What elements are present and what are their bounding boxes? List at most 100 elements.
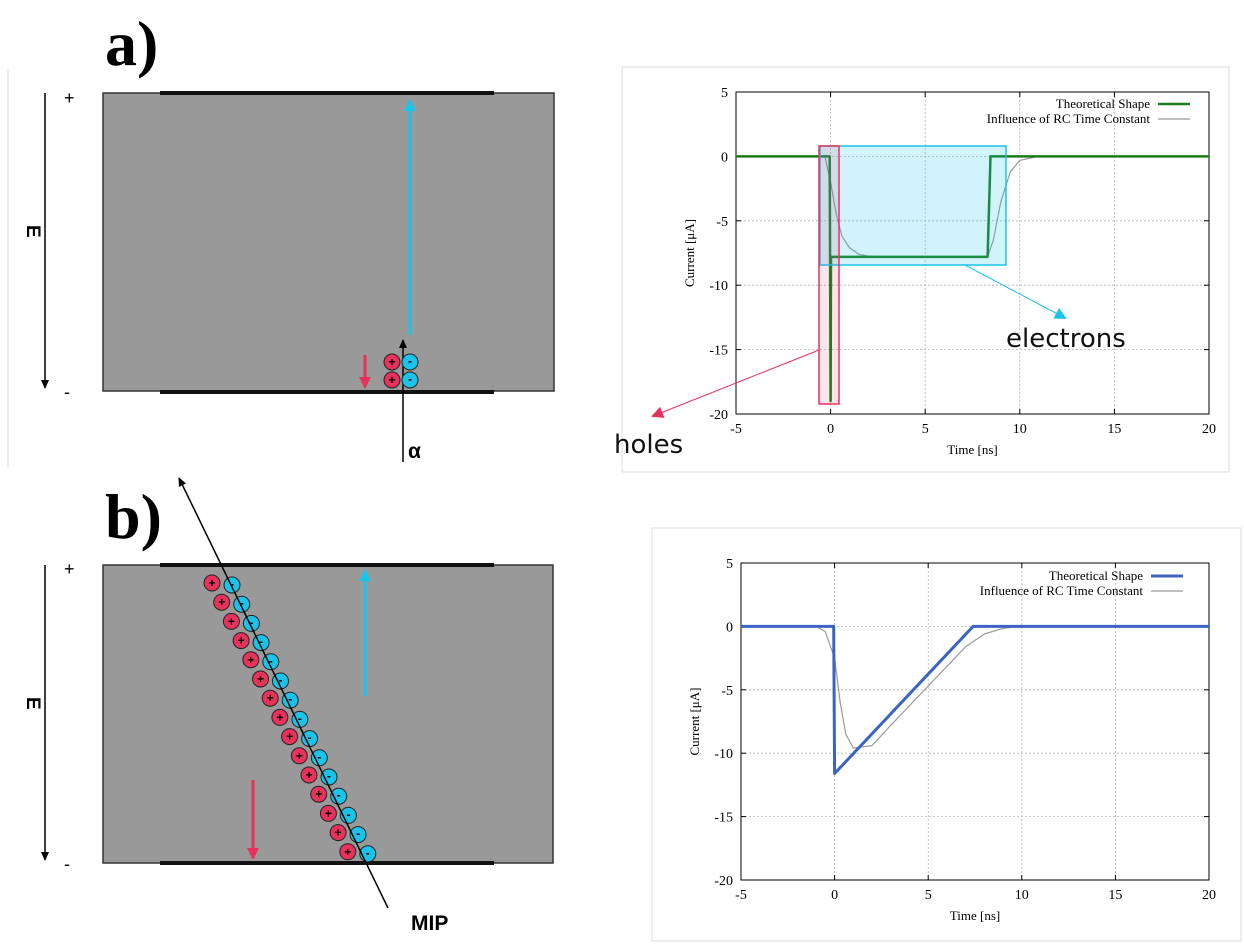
y-tick-label: -10 <box>709 279 728 294</box>
y-tick-label: -5 <box>716 215 728 230</box>
y-tick-label: 5 <box>721 86 728 101</box>
y-tick-label: -20 <box>709 408 728 423</box>
svg-text:+: + <box>388 373 395 387</box>
electron-sign: - <box>288 692 292 706</box>
y-tick-label: -10 <box>714 747 733 762</box>
hole-charge <box>310 785 328 803</box>
bottom-sign-b: - <box>64 854 70 874</box>
hole-charge <box>329 824 347 842</box>
hole-charge <box>271 708 289 726</box>
top-sign-b: + <box>64 559 75 579</box>
series-rc-line <box>741 625 1209 749</box>
x-tick-label: 15 <box>1107 422 1121 437</box>
hole-charge <box>232 632 250 650</box>
hole-region-box <box>818 145 840 405</box>
y-axis-label: Current [μA] <box>687 688 702 756</box>
holes-label: holes <box>614 430 683 460</box>
electron-charge <box>330 787 348 805</box>
x-tick-label: 0 <box>831 888 838 903</box>
bottom-sign-a: - <box>64 382 70 402</box>
plot-area <box>735 91 1210 415</box>
mip-track-b <box>178 477 389 909</box>
hole-sign: + <box>257 672 264 686</box>
x-tick-label: 20 <box>1202 888 1216 903</box>
hole-sign: + <box>218 595 225 609</box>
hole-sign: + <box>247 653 254 667</box>
legend-label: Influence of RC Time Constant <box>980 583 1144 598</box>
y-axis-label: Current [μA] <box>682 219 697 287</box>
x-tick-label: -5 <box>730 422 742 437</box>
x-tick-label: 0 <box>827 422 834 437</box>
panel-a: a) + - E α + + - - <box>7 8 555 468</box>
y-tick-label: 0 <box>726 620 733 635</box>
plot-area <box>740 562 1210 881</box>
electron-sign: - <box>337 788 341 802</box>
hole-sign: + <box>238 634 245 648</box>
panel-a-label: a) <box>105 8 158 79</box>
electron-sign: - <box>249 615 253 629</box>
x-tick-label: 5 <box>925 888 932 903</box>
y-tick-label: -20 <box>714 874 733 889</box>
hole-sign: + <box>208 576 215 590</box>
panel-b: b) + - E -+-+-+-+-+-+-+-+-+-+-+-+-+-+-+ … <box>22 477 554 935</box>
hole-charge <box>213 593 231 611</box>
legend-label: Influence of RC Time Constant <box>987 111 1151 126</box>
hole-sign: + <box>267 691 274 705</box>
x-axis-label: Time [ns] <box>950 908 1000 923</box>
holes-pointer <box>651 349 820 418</box>
legend-label: Theoretical Shape <box>1049 568 1143 583</box>
electron-sign: - <box>346 807 350 821</box>
charge-cluster-a: + + - - <box>383 353 419 389</box>
electron-sign: - <box>298 711 302 725</box>
chart-b: -5 0 5 10 15 20 5 0 -5 -10 -15 -20 Time [ns] Current … <box>651 527 1242 942</box>
y-tick-label: -15 <box>714 811 733 826</box>
hole-charge <box>383 371 401 389</box>
hole-charge <box>383 353 401 371</box>
hole-sign: + <box>305 768 312 782</box>
hole-charge <box>242 651 260 669</box>
y-tick-label: -5 <box>721 684 733 699</box>
electron-region-box <box>819 145 1007 266</box>
particle-label-b: MIP <box>411 912 448 935</box>
series-theoretical-line <box>736 155 1209 403</box>
hole-sign: + <box>344 845 351 859</box>
y-tick-label: 5 <box>726 557 733 572</box>
hole-charge <box>300 766 318 784</box>
chart-b-plot: -5 0 5 10 15 20 5 0 -5 -10 -15 -20 Time [ns] Current … <box>687 557 1216 923</box>
y-tick-label: -15 <box>709 344 728 359</box>
particle-label-a: α <box>408 440 421 463</box>
hole-charge <box>203 574 221 592</box>
hole-charge <box>252 670 269 688</box>
x-axis-label: Time [ns] <box>947 442 997 457</box>
electron-charge <box>401 353 419 371</box>
electron-sign: - <box>327 769 331 783</box>
field-label-b: E <box>22 697 43 710</box>
electron-sign: - <box>317 750 321 764</box>
x-tick-label: 10 <box>1013 422 1027 437</box>
hole-charge <box>290 747 308 765</box>
hole-sign: + <box>335 826 342 840</box>
hole-charge <box>222 612 240 630</box>
x-tick-label: 10 <box>1015 888 1029 903</box>
electron-sign: - <box>356 827 360 841</box>
electrons-pointer <box>964 264 1067 319</box>
electron-charge <box>401 371 419 389</box>
x-tick-label: 20 <box>1202 422 1216 437</box>
legend-label: Theoretical Shape <box>1056 96 1150 111</box>
svg-text:-: - <box>408 372 412 386</box>
hole-sign: + <box>286 730 293 744</box>
charge-column-b: -+-+-+-+-+-+-+-+-+-+-+-+-+-+-+ <box>203 574 377 863</box>
hole-sign: + <box>228 614 235 628</box>
detector-a <box>102 92 555 392</box>
electron-charge <box>223 576 241 594</box>
chart-b-frame <box>651 527 1242 942</box>
x-tick-label: 15 <box>1108 888 1122 903</box>
hole-charge <box>261 689 279 707</box>
hole-charge <box>319 804 337 822</box>
hole-sign: + <box>325 806 332 820</box>
electron-sign: - <box>240 596 244 610</box>
electron-sign: - <box>230 577 234 591</box>
hole-charge <box>281 728 299 746</box>
hole-sign: + <box>276 710 283 724</box>
